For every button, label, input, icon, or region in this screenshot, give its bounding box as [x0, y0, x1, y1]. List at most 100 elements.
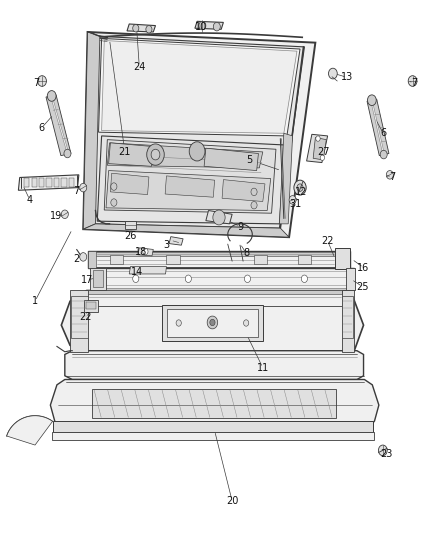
Text: 3: 3: [163, 240, 170, 250]
Circle shape: [147, 144, 164, 165]
Text: 24: 24: [133, 62, 145, 71]
Polygon shape: [367, 99, 389, 156]
Text: 21: 21: [119, 147, 131, 157]
Text: 9: 9: [237, 222, 243, 231]
Circle shape: [61, 210, 68, 219]
Text: 7: 7: [33, 78, 39, 87]
Circle shape: [64, 149, 71, 158]
Circle shape: [244, 320, 249, 326]
Polygon shape: [70, 290, 88, 352]
Circle shape: [294, 180, 306, 195]
Bar: [61, 178, 67, 187]
Polygon shape: [169, 237, 183, 245]
Polygon shape: [87, 290, 342, 294]
Text: 7: 7: [389, 172, 395, 182]
Polygon shape: [129, 266, 166, 274]
Bar: [39, 178, 44, 187]
Circle shape: [133, 25, 139, 32]
Polygon shape: [222, 180, 265, 201]
Circle shape: [111, 199, 117, 206]
Polygon shape: [83, 224, 289, 237]
Polygon shape: [90, 252, 347, 256]
Text: 16: 16: [357, 263, 370, 272]
Text: 13: 13: [341, 72, 353, 82]
Text: 12: 12: [295, 187, 307, 197]
Bar: [54, 178, 59, 187]
Circle shape: [301, 275, 307, 282]
Polygon shape: [88, 251, 96, 268]
Bar: [69, 178, 74, 187]
Circle shape: [47, 91, 56, 101]
Bar: [125, 221, 136, 229]
Polygon shape: [342, 296, 353, 338]
Circle shape: [378, 445, 387, 456]
Polygon shape: [53, 421, 373, 432]
Circle shape: [408, 76, 417, 86]
Circle shape: [111, 183, 117, 190]
Text: 10: 10: [195, 22, 208, 31]
Circle shape: [213, 22, 220, 31]
Text: 18: 18: [135, 247, 147, 256]
Polygon shape: [107, 143, 263, 168]
Bar: [254, 255, 267, 264]
Circle shape: [207, 316, 218, 329]
Polygon shape: [279, 133, 293, 224]
Text: 22: 22: [321, 236, 334, 246]
Polygon shape: [83, 32, 315, 237]
Polygon shape: [71, 296, 88, 338]
Bar: [84, 300, 98, 312]
Circle shape: [251, 201, 257, 209]
Polygon shape: [204, 148, 258, 171]
Text: 2: 2: [74, 254, 80, 263]
Circle shape: [316, 136, 320, 141]
Polygon shape: [92, 268, 354, 290]
Text: 7: 7: [74, 186, 80, 196]
Polygon shape: [313, 138, 326, 160]
Text: 20: 20: [226, 496, 238, 506]
Circle shape: [380, 150, 387, 159]
Polygon shape: [90, 268, 106, 290]
Text: 8: 8: [243, 248, 249, 258]
Polygon shape: [342, 290, 354, 352]
Circle shape: [251, 188, 257, 196]
Circle shape: [367, 95, 376, 106]
Polygon shape: [52, 432, 374, 440]
Circle shape: [328, 68, 337, 79]
Polygon shape: [7, 416, 53, 445]
Text: 22: 22: [79, 312, 92, 322]
Circle shape: [297, 184, 303, 191]
Polygon shape: [99, 38, 300, 136]
Polygon shape: [165, 176, 215, 197]
Polygon shape: [93, 270, 103, 287]
Text: 26: 26: [124, 231, 137, 240]
Circle shape: [151, 149, 160, 160]
Polygon shape: [206, 211, 232, 224]
Circle shape: [213, 210, 225, 225]
Circle shape: [210, 319, 215, 326]
Polygon shape: [138, 248, 153, 256]
Polygon shape: [46, 95, 71, 156]
Circle shape: [189, 142, 205, 161]
Circle shape: [80, 253, 87, 261]
Polygon shape: [65, 351, 364, 379]
Polygon shape: [106, 171, 271, 211]
Polygon shape: [307, 134, 328, 163]
Polygon shape: [110, 173, 149, 195]
Circle shape: [176, 320, 181, 326]
Text: 11: 11: [257, 363, 269, 373]
Circle shape: [143, 248, 148, 255]
Text: 23: 23: [380, 449, 392, 459]
Polygon shape: [18, 175, 79, 190]
Polygon shape: [50, 379, 379, 433]
Circle shape: [133, 275, 139, 282]
Circle shape: [244, 275, 251, 282]
Circle shape: [289, 196, 296, 204]
Text: 5: 5: [247, 155, 253, 165]
Text: 19: 19: [50, 211, 62, 221]
Circle shape: [386, 171, 393, 179]
Text: 27: 27: [317, 147, 329, 157]
Text: 4: 4: [27, 195, 33, 205]
Polygon shape: [167, 309, 258, 337]
Text: 17: 17: [81, 275, 93, 285]
Polygon shape: [335, 248, 350, 269]
